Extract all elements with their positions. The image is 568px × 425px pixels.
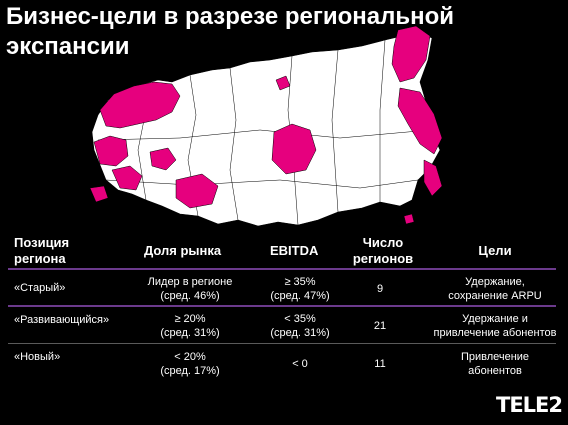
row-1-goals: Удержание, сохранение ARPU <box>448 276 542 302</box>
row-3-count: 11 <box>374 358 386 370</box>
row-1-rule <box>8 305 556 307</box>
row-1-position: «Старый» <box>14 282 66 294</box>
row-1-count: 9 <box>376 283 384 295</box>
row-1-ebitda: ≥ 35% (сред. 47%) <box>270 276 330 302</box>
row-3-ebitda: < 0 <box>292 358 308 370</box>
header-ebitda: EBITDA <box>270 243 319 258</box>
map-base-territory <box>91 31 441 227</box>
header-position: Позиция региона <box>14 235 70 266</box>
row-3-position: «Новый» <box>14 351 61 363</box>
tele2-logo: TELE2 <box>496 393 563 417</box>
row-1-market-share: Лидер в регионе (сред. 46%) <box>147 276 233 302</box>
row-3-goals: Привлечение абонентов <box>460 351 530 377</box>
row-3-market-share: < 20% (сред. 17%) <box>160 351 220 377</box>
page-title: Бизнес-цели в разрезе региональной экспа… <box>6 2 546 62</box>
map-highlighted-regions <box>89 25 443 225</box>
row-2-market-share: ≥ 20% (сред. 31%) <box>160 313 220 339</box>
row-2-goals: Удержание и привлечение абонентов <box>433 313 557 339</box>
row-2-ebitda: < 35% (сред. 31%) <box>270 313 330 339</box>
row-2-position: «Развивающийся» <box>14 314 110 326</box>
title-line-2: экспансии <box>6 33 130 60</box>
map-region-borders <box>97 39 431 226</box>
header-market-share: Доля рынка <box>144 243 222 258</box>
row-2-count: 21 <box>373 320 387 332</box>
title-line-1: Бизнес-цели в разрезе региональной <box>6 3 455 30</box>
header-rule <box>8 268 556 270</box>
russia-regions-map <box>89 25 443 227</box>
header-goals: Цели <box>478 243 512 258</box>
row-2-rule <box>8 343 556 344</box>
header-region-count: Число регионов <box>352 235 414 266</box>
